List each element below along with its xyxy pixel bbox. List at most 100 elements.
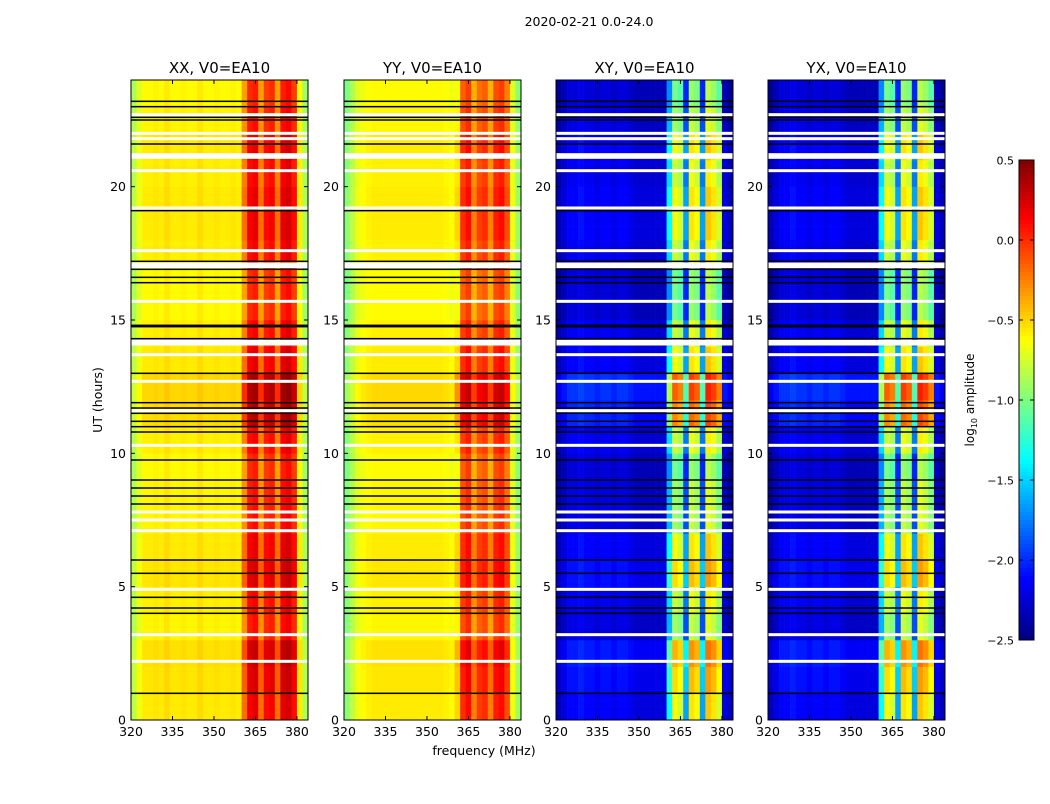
heatmap-cell	[818, 667, 824, 681]
heatmap-cell	[427, 467, 433, 481]
heatmap-cell	[225, 707, 231, 721]
heatmap-cell	[722, 480, 728, 494]
heatmap-cell	[617, 480, 623, 494]
heatmap-cell	[661, 387, 667, 401]
heatmap-cell	[220, 693, 226, 707]
heatmap-cell	[444, 480, 450, 494]
heatmap-cell	[906, 693, 912, 707]
heatmap-cell	[231, 227, 237, 241]
black-line	[131, 421, 308, 423]
heatmap-cell	[231, 307, 237, 321]
heatmap-cell	[622, 427, 628, 441]
heatmap-cell	[264, 667, 270, 681]
heatmap-cell	[410, 533, 416, 547]
heatmap-cell	[633, 93, 639, 107]
heatmap-cell	[410, 387, 416, 401]
heatmap-cell	[131, 693, 137, 707]
heatmap-cell	[705, 413, 711, 427]
heatmap-cell	[622, 573, 628, 587]
heatmap-cell	[584, 307, 590, 321]
heatmap-cell	[700, 387, 706, 401]
heatmap-cell	[488, 307, 494, 321]
heatmap-cell	[297, 560, 303, 574]
heatmap-cell	[297, 680, 303, 694]
heatmap-cell	[291, 547, 297, 561]
heatmap-cell	[388, 93, 394, 107]
heatmap-cell	[416, 600, 422, 614]
heatmap-cell	[438, 640, 444, 654]
heatmap-cell	[192, 693, 198, 707]
heatmap-cell	[405, 173, 411, 187]
heatmap-cell	[449, 680, 455, 694]
heatmap-cell	[186, 573, 192, 587]
heatmap-cell	[170, 120, 176, 134]
heatmap-cell	[236, 227, 242, 241]
heatmap-cell	[421, 213, 427, 227]
heatmap-cell	[633, 547, 639, 561]
x-tick-label: 365	[244, 724, 268, 739]
heatmap-cell	[716, 613, 722, 627]
heatmap-cell	[203, 467, 209, 481]
heatmap-cell	[694, 173, 700, 187]
heatmap-cell	[622, 387, 628, 401]
heatmap-cell	[291, 480, 297, 494]
heatmap-cell	[197, 573, 203, 587]
flagged-row	[344, 588, 521, 591]
heatmap-cell	[912, 693, 918, 707]
heatmap-cell	[611, 467, 617, 481]
heatmap-cell	[192, 533, 198, 547]
heatmap-cell	[153, 93, 159, 107]
heatmap-cell	[444, 693, 450, 707]
black-line	[131, 261, 308, 263]
heatmap-cell	[840, 680, 846, 694]
heatmap-cell	[449, 573, 455, 587]
heatmap-cell	[247, 360, 253, 374]
heatmap-cell	[297, 173, 303, 187]
heatmap-cell	[639, 693, 645, 707]
heatmap-cell	[197, 640, 203, 654]
heatmap-cell	[694, 547, 700, 561]
heatmap-cell	[253, 120, 259, 134]
heatmap-cell	[405, 613, 411, 627]
heatmap-cell	[344, 93, 350, 107]
heatmap-cell	[661, 213, 667, 227]
heatmap-cell	[650, 573, 656, 587]
heatmap-cell	[471, 533, 477, 547]
heatmap-cell	[433, 640, 439, 654]
heatmap-cell	[355, 387, 361, 401]
heatmap-cell	[159, 387, 165, 401]
heatmap-cell	[578, 93, 584, 107]
heatmap-cell	[148, 93, 154, 107]
heatmap-cell	[142, 667, 148, 681]
panel-title: XY, V0=EA10	[594, 59, 694, 77]
heatmap-cell	[302, 173, 308, 187]
heatmap-cell	[164, 600, 170, 614]
black-line	[556, 487, 733, 489]
heatmap-cell	[482, 307, 488, 321]
heatmap-cell	[672, 680, 678, 694]
heatmap-cell	[231, 560, 237, 574]
heatmap-cell	[573, 467, 579, 481]
heatmap-cell	[236, 120, 242, 134]
heatmap-cell	[372, 693, 378, 707]
heatmap-cell	[785, 667, 791, 681]
heatmap-cell	[181, 173, 187, 187]
heatmap-cell	[829, 667, 835, 681]
heatmap-cell	[628, 667, 634, 681]
heatmap-cell	[700, 640, 706, 654]
heatmap-cell	[297, 600, 303, 614]
heatmap-cell	[377, 413, 383, 427]
heatmap-cell	[840, 667, 846, 681]
heatmap-cell	[449, 667, 455, 681]
heatmap-cell	[275, 560, 281, 574]
heatmap-cell	[460, 307, 466, 321]
heatmap-cell	[656, 173, 662, 187]
heatmap-cell	[667, 533, 673, 547]
heatmap-cell	[416, 573, 422, 587]
black-line	[556, 413, 733, 415]
heatmap-cell	[366, 560, 372, 574]
heatmap-cell	[131, 533, 137, 547]
heatmap-cell	[297, 187, 303, 201]
heatmap-cell	[366, 227, 372, 241]
heatmap-cell	[727, 547, 733, 561]
